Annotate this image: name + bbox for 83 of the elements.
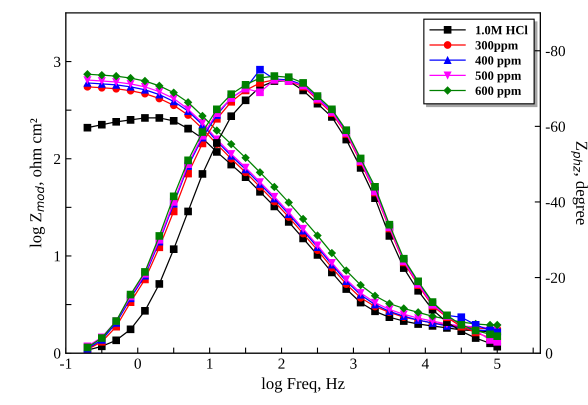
point — [227, 140, 236, 148]
point — [227, 112, 236, 120]
point — [98, 120, 106, 129]
point — [256, 168, 264, 176]
point — [184, 98, 192, 106]
point — [156, 232, 164, 240]
point — [242, 96, 250, 104]
point — [198, 128, 206, 136]
point — [198, 112, 207, 120]
y2-axis-title: Z$_{phz}$, degree — [571, 142, 588, 225]
legend-label: 1.0M HCl — [476, 26, 528, 34]
x-tick-label: 1 — [207, 358, 213, 369]
point — [112, 118, 120, 126]
point — [112, 336, 120, 344]
point — [227, 90, 236, 98]
point — [242, 80, 250, 89]
point — [170, 117, 178, 125]
point — [198, 170, 206, 178]
point — [156, 280, 164, 288]
legend-label: 500 ppm — [476, 71, 522, 82]
point — [313, 231, 322, 240]
legend-label: 400 ppm — [475, 56, 522, 68]
point — [370, 292, 380, 300]
y2-tick-label: -20 — [546, 272, 566, 284]
point — [84, 124, 92, 132]
y-tick-label: 3 — [54, 56, 60, 68]
point — [400, 304, 408, 313]
point — [141, 307, 149, 315]
y-tick-label: 0 — [54, 348, 60, 359]
point — [140, 76, 150, 86]
point — [385, 300, 394, 308]
point — [184, 208, 192, 216]
point — [170, 88, 178, 97]
x-axis-title: log Freq, Hz — [262, 377, 345, 393]
point — [371, 183, 379, 191]
point — [83, 70, 92, 78]
point — [457, 313, 466, 322]
point — [493, 320, 502, 330]
x-tick-label: 4 — [422, 358, 429, 369]
y2-tick-label: -80 — [546, 46, 566, 56]
point — [256, 74, 264, 82]
point — [155, 82, 164, 90]
point — [270, 182, 278, 192]
point — [342, 266, 350, 275]
point — [98, 71, 106, 80]
y2-tick-label: 0 — [546, 348, 552, 359]
y-tick-label: 1 — [54, 251, 60, 262]
x-tick-label: 2 — [278, 358, 285, 369]
point — [184, 156, 192, 164]
point — [170, 192, 178, 200]
y2-tick-label: -60 — [546, 122, 566, 132]
point — [213, 148, 221, 156]
x-tick-label: -1 — [60, 358, 72, 369]
point — [242, 154, 250, 162]
point — [284, 73, 293, 82]
point — [284, 198, 293, 207]
y2-tick-label: -40 — [546, 197, 566, 208]
y-axis-title: log Z$_{mod}$, ohm cm² — [30, 118, 45, 248]
point — [126, 74, 135, 82]
x-tick-label: 5 — [494, 358, 500, 369]
legend-label: 600 ppm — [476, 86, 522, 98]
point — [141, 114, 149, 122]
point — [414, 308, 422, 316]
point — [212, 126, 221, 135]
point — [170, 245, 178, 254]
point — [493, 332, 502, 340]
legend-label: 300ppm — [476, 41, 518, 52]
y-tick-label: 2 — [54, 154, 60, 164]
point — [184, 124, 192, 132]
point — [356, 281, 365, 290]
x-tick-label: 0 — [134, 358, 141, 369]
point — [299, 214, 308, 224]
point — [328, 248, 336, 258]
point — [486, 330, 494, 338]
point — [256, 66, 264, 74]
point — [112, 72, 120, 80]
point — [156, 114, 164, 122]
point — [126, 116, 134, 124]
point — [270, 72, 278, 80]
x-tick-label: 3 — [350, 358, 357, 369]
point — [213, 106, 221, 114]
point — [126, 326, 134, 334]
point — [256, 88, 264, 96]
